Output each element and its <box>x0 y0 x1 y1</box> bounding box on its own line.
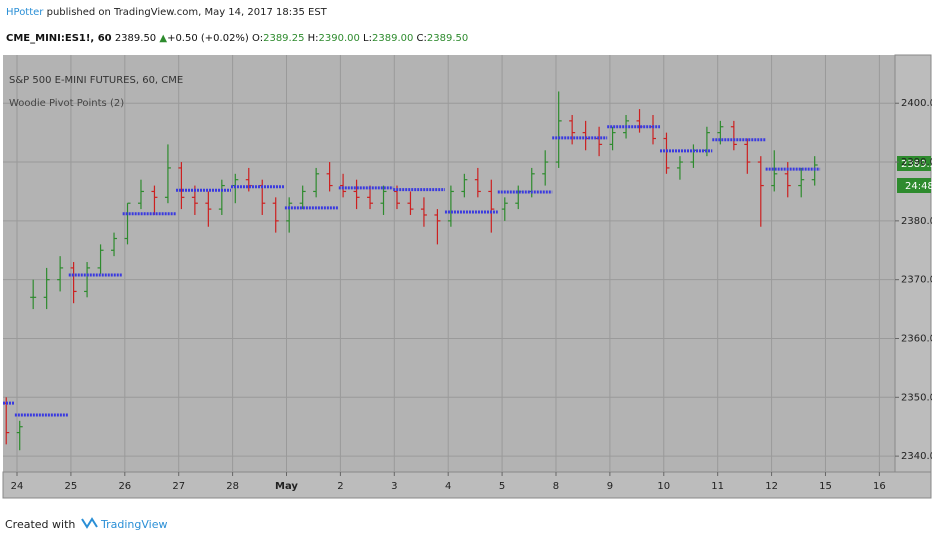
brand-logo <box>81 517 98 529</box>
x-tick-label: 25 <box>65 481 78 492</box>
x-tick-label: 4 <box>445 481 451 492</box>
author[interactable]: HPotter <box>6 7 44 18</box>
y-tick-label: 2370.00 <box>901 275 932 286</box>
quote-item: O: <box>252 33 263 44</box>
x-tick-label: 8 <box>553 481 559 492</box>
time-axis <box>2 471 932 499</box>
quote-item: CME_MINI:ES1!, 60 <box>6 33 112 44</box>
timer-bg <box>897 178 931 193</box>
x-tick-label: 15 <box>819 481 832 492</box>
quote-item: 2390.00 <box>319 33 364 44</box>
y-tick-label: 2380.00 <box>901 216 932 227</box>
quote-item: 2389.25 <box>263 33 308 44</box>
x-tick-label: 2 <box>337 481 343 492</box>
x-tick-label: 26 <box>118 481 131 492</box>
quote-item: ▲ <box>159 33 167 44</box>
y-tick-label: 2350.00 <box>901 392 932 403</box>
x-tick-label: 16 <box>873 481 886 492</box>
x-tick-label: 10 <box>657 481 670 492</box>
footer-created: Created with <box>5 518 75 531</box>
footer-brand[interactable]: TradingView <box>100 518 167 531</box>
quote-item: C: <box>417 33 427 44</box>
price-label-bg <box>897 156 931 171</box>
x-tick-label: 27 <box>172 481 185 492</box>
publish-line: HPotter published on TradingView.com, Ma… <box>6 7 328 18</box>
plot-area <box>3 55 895 472</box>
y-tick-label: 2360.00 <box>901 333 932 344</box>
y-tick-label: 2400.00 <box>901 98 932 109</box>
indicator-name: Woodie Pivot Points (2) <box>9 98 124 109</box>
chart-title: S&P 500 E-MINI FUTURES, 60, CME <box>9 75 183 86</box>
x-tick-label: 12 <box>765 481 778 492</box>
x-tick-label: 11 <box>711 481 724 492</box>
y-tick-label: 2390.00 <box>901 157 932 168</box>
quote-line: CME_MINI:ES1!, 60 2389.50 ▲+0.50 (+0.02%… <box>6 33 468 44</box>
quote-item: 2389.50 <box>427 33 468 44</box>
x-tick-label: 28 <box>226 481 239 492</box>
x-tick-label: 9 <box>607 481 613 492</box>
x-tick-label: 3 <box>391 481 397 492</box>
timer: 24:48 <box>905 181 932 192</box>
price-label: 2389.50 <box>901 159 932 170</box>
x-tick-label: 5 <box>499 481 505 492</box>
x-tick-label: 24 <box>11 481 24 492</box>
y-tick-label: 2340.00 <box>901 451 932 462</box>
quote-item: H: <box>308 33 319 44</box>
publish-info: published on TradingView.com, May 14, 20… <box>43 7 327 18</box>
x-tick-label: May <box>275 481 298 492</box>
price-axis <box>894 54 932 473</box>
quote-item: +0.50 (+0.02%) <box>167 33 252 44</box>
quote-item: 2389.50 <box>112 33 160 44</box>
quote-item: 2389.00 <box>372 33 417 44</box>
quote-item: L: <box>363 33 372 44</box>
